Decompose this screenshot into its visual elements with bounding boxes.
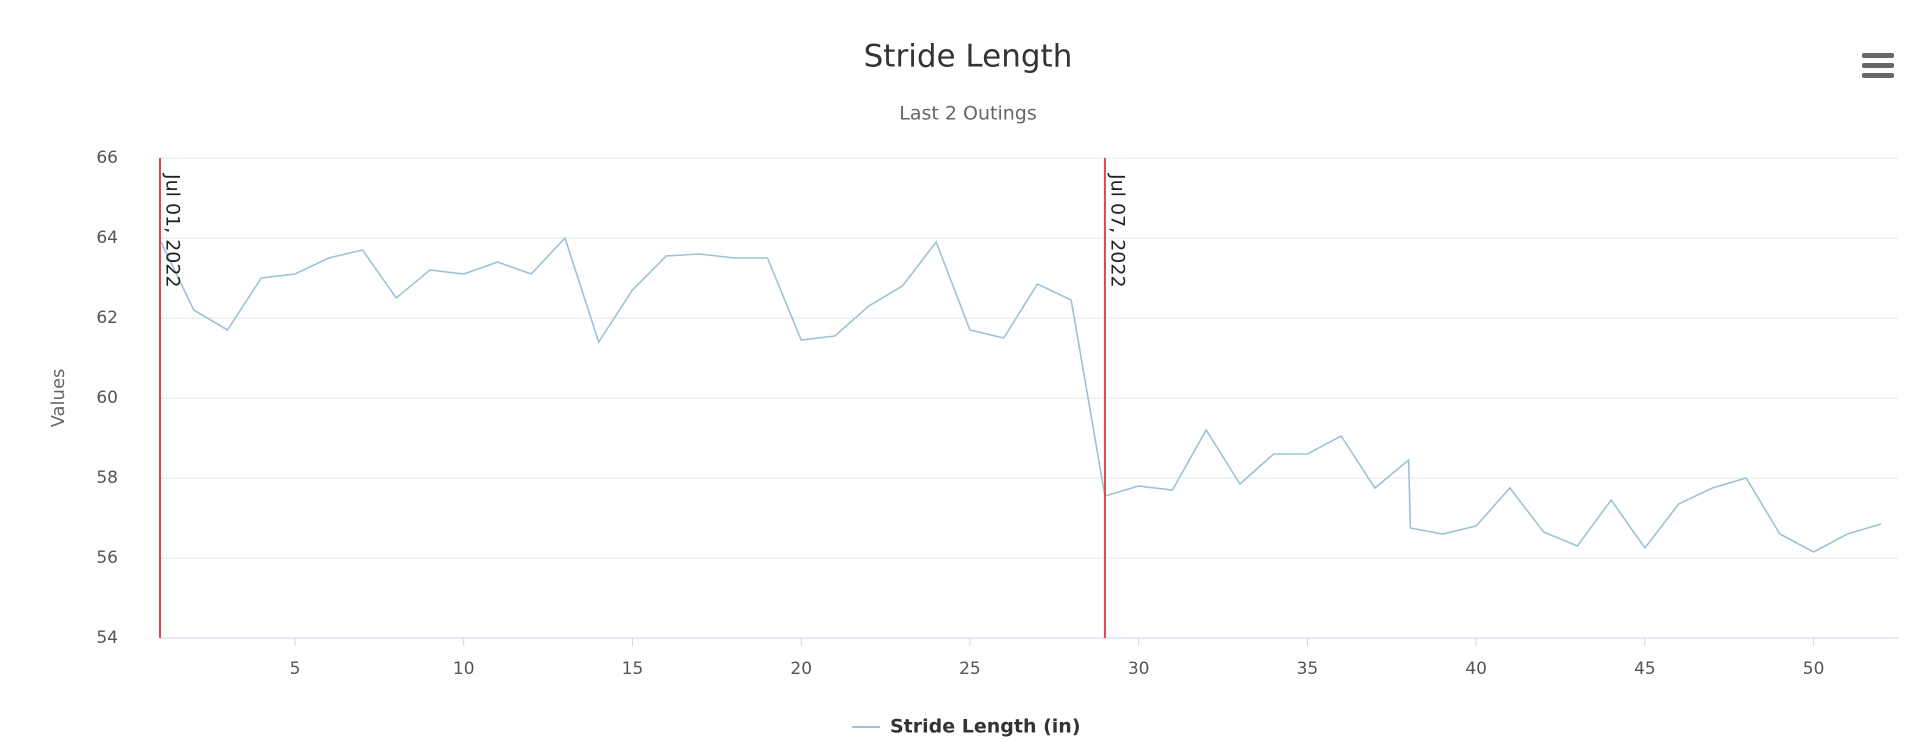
x-tick-label: 15	[622, 659, 644, 679]
x-tick-label: 5	[290, 659, 301, 679]
y-tick-label: 56	[96, 548, 118, 568]
plot-line-label: Jul 01, 2022	[162, 173, 184, 288]
chart-title: Stride Length	[864, 39, 1073, 75]
x-tick-label: 20	[790, 659, 812, 679]
y-tick-label: 58	[96, 468, 118, 488]
x-tick-label: 50	[1803, 659, 1825, 679]
y-tick-label: 60	[96, 388, 118, 408]
y-tick-label: 62	[96, 308, 118, 328]
x-tick-label: 30	[1128, 659, 1150, 679]
y-tick-label: 66	[96, 148, 118, 168]
plot-line-label: Jul 07, 2022	[1106, 173, 1128, 288]
x-tick-label: 25	[959, 659, 981, 679]
data-line	[159, 236, 1882, 553]
y-tick-label: 64	[96, 228, 118, 248]
menu-button[interactable]	[1862, 53, 1894, 78]
y-axis-title: Values	[48, 369, 69, 428]
x-tick-label: 35	[1297, 659, 1319, 679]
y-tick-label: 54	[96, 628, 118, 648]
legend-label[interactable]: Stride Length (in)	[890, 716, 1081, 738]
x-tick-label: 45	[1634, 659, 1656, 679]
x-tick-label: 10	[453, 659, 475, 679]
x-tick-label: 40	[1465, 659, 1487, 679]
chart-subtitle: Last 2 Outings	[899, 103, 1036, 125]
